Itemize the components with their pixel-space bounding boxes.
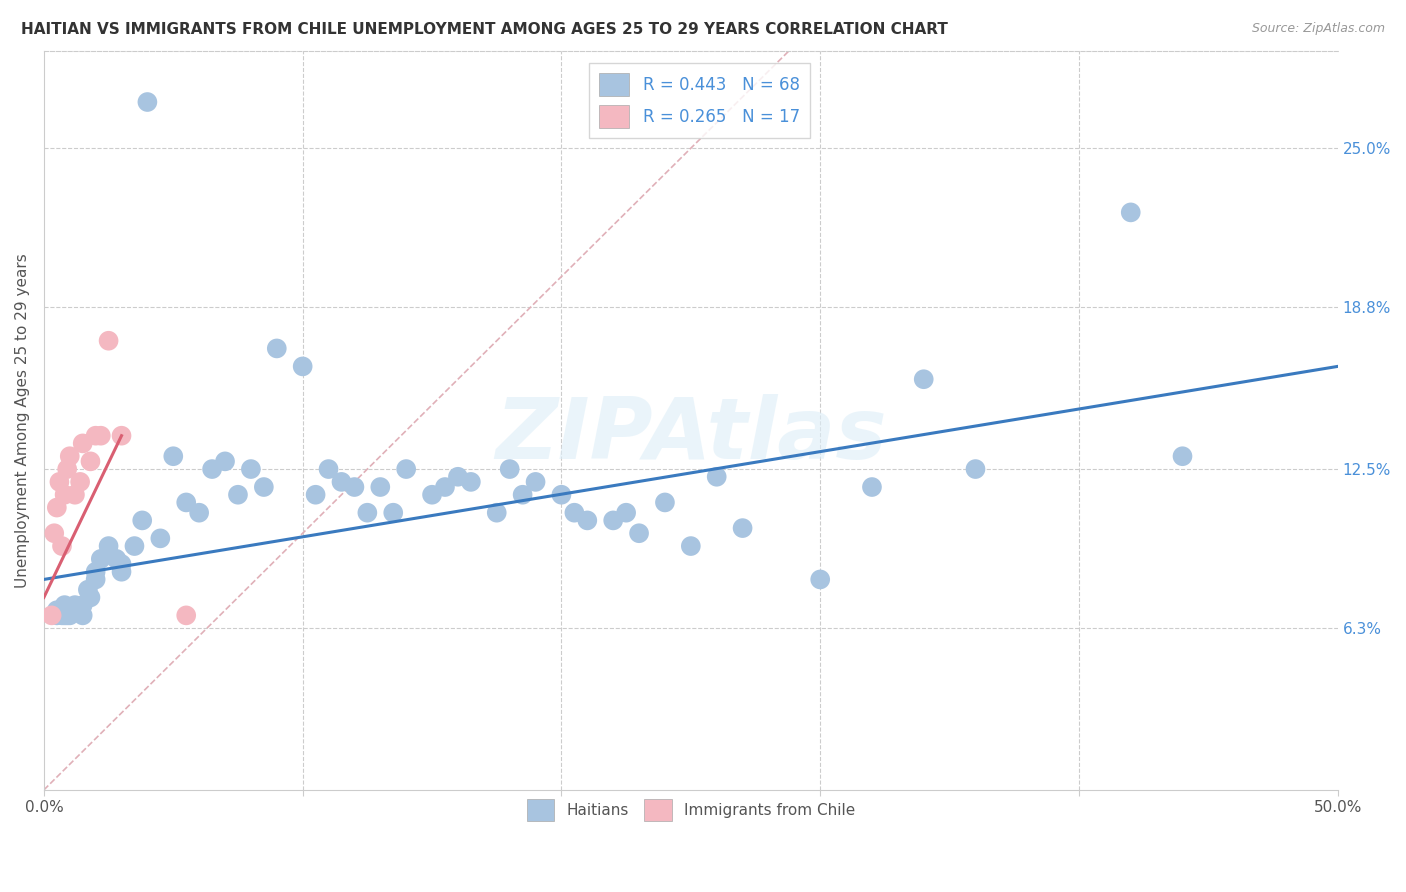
Point: [433, 480, 456, 494]
Point: [201, 462, 224, 476]
Point: [226, 488, 249, 502]
Point: [84, 428, 107, 442]
Point: [512, 488, 534, 502]
Point: [253, 480, 276, 494]
Point: [485, 506, 508, 520]
Point: [266, 342, 288, 356]
Point: [654, 495, 676, 509]
Point: [460, 475, 482, 489]
Point: [53, 608, 76, 623]
Point: [84, 565, 107, 579]
Text: ZIPAtlas: ZIPAtlas: [495, 393, 887, 476]
Point: [356, 506, 378, 520]
Point: [41, 608, 63, 623]
Point: [808, 573, 831, 587]
Point: [149, 532, 172, 546]
Point: [628, 526, 651, 541]
Point: [214, 454, 236, 468]
Point: [97, 334, 120, 348]
Point: [564, 506, 586, 520]
Point: [110, 428, 132, 442]
Point: [188, 506, 211, 520]
Point: [56, 462, 79, 476]
Point: [79, 454, 101, 468]
Point: [318, 462, 340, 476]
Point: [63, 598, 86, 612]
Point: [368, 480, 391, 494]
Point: [97, 539, 120, 553]
Point: [44, 526, 66, 541]
Point: [56, 608, 79, 623]
Point: [105, 552, 128, 566]
Point: [53, 598, 76, 612]
Point: [124, 539, 146, 553]
Legend: Haitians, Immigrants from Chile: Haitians, Immigrants from Chile: [520, 793, 860, 827]
Text: HAITIAN VS IMMIGRANTS FROM CHILE UNEMPLOYMENT AMONG AGES 25 TO 29 YEARS CORRELAT: HAITIAN VS IMMIGRANTS FROM CHILE UNEMPLO…: [21, 22, 948, 37]
Point: [912, 372, 935, 386]
Point: [51, 608, 73, 623]
Point: [174, 495, 197, 509]
Point: [965, 462, 987, 476]
Point: [59, 449, 82, 463]
Point: [53, 488, 76, 502]
Point: [576, 513, 599, 527]
Point: [131, 513, 153, 527]
Point: [69, 475, 91, 489]
Point: [382, 506, 405, 520]
Point: [97, 547, 120, 561]
Point: [174, 608, 197, 623]
Point: [48, 475, 70, 489]
Point: [499, 462, 522, 476]
Point: [679, 539, 702, 553]
Point: [447, 469, 470, 483]
Point: [66, 603, 89, 617]
Point: [90, 552, 112, 566]
Point: [90, 428, 112, 442]
Point: [45, 603, 67, 617]
Point: [614, 506, 637, 520]
Point: [59, 608, 82, 623]
Point: [602, 513, 624, 527]
Point: [395, 462, 418, 476]
Point: [706, 469, 728, 483]
Point: [860, 480, 883, 494]
Point: [162, 449, 184, 463]
Point: [550, 488, 572, 502]
Point: [1171, 449, 1194, 463]
Point: [59, 603, 82, 617]
Point: [239, 462, 262, 476]
Point: [110, 557, 132, 571]
Point: [51, 539, 73, 553]
Point: [45, 608, 67, 623]
Point: [524, 475, 547, 489]
Point: [1119, 205, 1142, 219]
Point: [63, 488, 86, 502]
Point: [45, 500, 67, 515]
Point: [72, 598, 94, 612]
Point: [77, 582, 100, 597]
Point: [72, 608, 94, 623]
Y-axis label: Unemployment Among Ages 25 to 29 years: Unemployment Among Ages 25 to 29 years: [15, 253, 30, 588]
Point: [110, 565, 132, 579]
Point: [79, 591, 101, 605]
Point: [72, 436, 94, 450]
Point: [304, 488, 326, 502]
Text: Source: ZipAtlas.com: Source: ZipAtlas.com: [1251, 22, 1385, 36]
Point: [330, 475, 353, 489]
Point: [420, 488, 443, 502]
Point: [731, 521, 754, 535]
Point: [291, 359, 314, 374]
Point: [343, 480, 366, 494]
Point: [84, 573, 107, 587]
Point: [136, 95, 159, 109]
